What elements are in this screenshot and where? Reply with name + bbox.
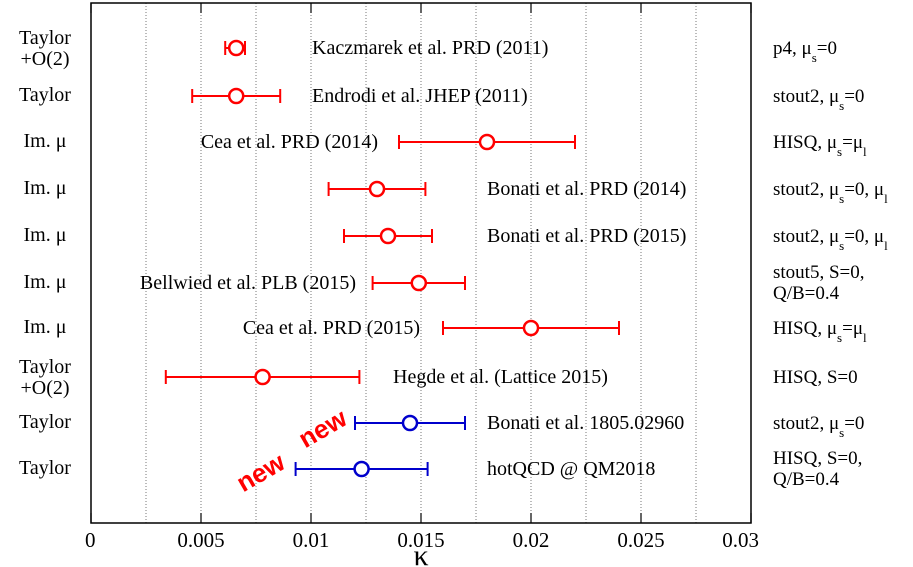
setup-label: stout5, S=0, xyxy=(773,262,864,283)
x-tick-label: 0 xyxy=(85,528,96,552)
x-tick-label: 0.025 xyxy=(617,528,664,552)
method-label: Taylor +O(2) xyxy=(19,27,71,70)
new-tag-label: new xyxy=(231,446,290,498)
reference-label: Hegde et al. (Lattice 2015) xyxy=(393,366,608,388)
reference-labels: Kaczmarek et al. PRD (2011) Endrodi et al… xyxy=(140,37,687,480)
reference-label: hotQCD @ QM2018 xyxy=(487,458,655,480)
method-label: Taylor xyxy=(19,457,71,479)
setup-labels: p4, μs=0 stout2, μs=0 HISQ, μs=μl stout2, μ… xyxy=(773,38,888,490)
reference-label: Bonati et al. 1805.02960 xyxy=(487,412,684,434)
setup-label: Q/B=0.4 xyxy=(773,283,840,304)
method-label: Im. μ xyxy=(24,177,67,199)
method-label: Im. μ xyxy=(24,316,67,338)
data-point-marker xyxy=(368,180,386,198)
method-label: Im. μ xyxy=(24,271,67,293)
reference-label: Cea et al. PRD (2015) xyxy=(243,317,420,339)
method-label: Taylor xyxy=(19,84,71,106)
setup-label: HISQ, μs=μl xyxy=(773,318,867,345)
data-point-marker xyxy=(379,227,397,245)
new-tag-label: new xyxy=(293,402,352,454)
setup-label: stout2, μs=0, μl xyxy=(773,226,888,253)
data-point-marker xyxy=(254,368,271,386)
x-tick-label: 0.03 xyxy=(722,528,759,552)
data-point-marker xyxy=(522,319,540,337)
reference-label: Bonati et al. PRD (2015) xyxy=(487,225,686,247)
x-tick-label: 0.005 xyxy=(177,528,224,552)
data-point-marker xyxy=(227,39,245,57)
data-point-marker xyxy=(227,87,245,105)
x-tick-label: 0.01 xyxy=(293,528,330,552)
setup-label: stout2, μs=0, μl xyxy=(773,179,888,206)
data-point-marker xyxy=(353,460,370,478)
method-label: Taylor +O(2) xyxy=(19,356,71,399)
setup-label: stout2, μs=0 xyxy=(773,413,864,440)
data-point-marker xyxy=(478,133,496,151)
data-points xyxy=(164,39,620,478)
x-axis: 0 0.005 0.01 0.015 0.02 0.025 0.03 xyxy=(85,3,759,552)
grid-lines xyxy=(145,3,697,523)
setup-label: Q/B=0.4 xyxy=(773,469,840,490)
x-tick-label: 0.02 xyxy=(513,528,550,552)
method-labels: Taylor +O(2) Taylor Im. μ Im. μ Im. μ Im. μ Im.… xyxy=(19,27,71,479)
data-point-marker xyxy=(410,274,428,292)
x-tick-label: 0.015 xyxy=(397,528,444,552)
data-point-marker xyxy=(401,414,419,432)
reference-label: Cea et al. PRD (2014) xyxy=(201,131,378,153)
setup-label: stout2, μs=0 xyxy=(773,86,864,113)
setup-label: p4, μs=0 xyxy=(773,38,837,65)
method-label: Im. μ xyxy=(24,130,67,152)
setup-label: HISQ, μs=μl xyxy=(773,132,867,159)
reference-label: Bellwied et al. PLB (2015) xyxy=(140,272,356,294)
reference-label: Endrodi et al. JHEP (2011) xyxy=(312,85,528,107)
setup-label: HISQ, S=0 xyxy=(773,367,858,388)
x-axis-label: κ xyxy=(413,539,428,567)
reference-label: Kaczmarek et al. PRD (2011) xyxy=(312,37,548,59)
reference-label: Bonati et al. PRD (2014) xyxy=(487,178,686,200)
method-label: Im. μ xyxy=(24,224,67,246)
setup-label: HISQ, S=0, xyxy=(773,448,862,469)
method-label: Taylor xyxy=(19,411,71,433)
